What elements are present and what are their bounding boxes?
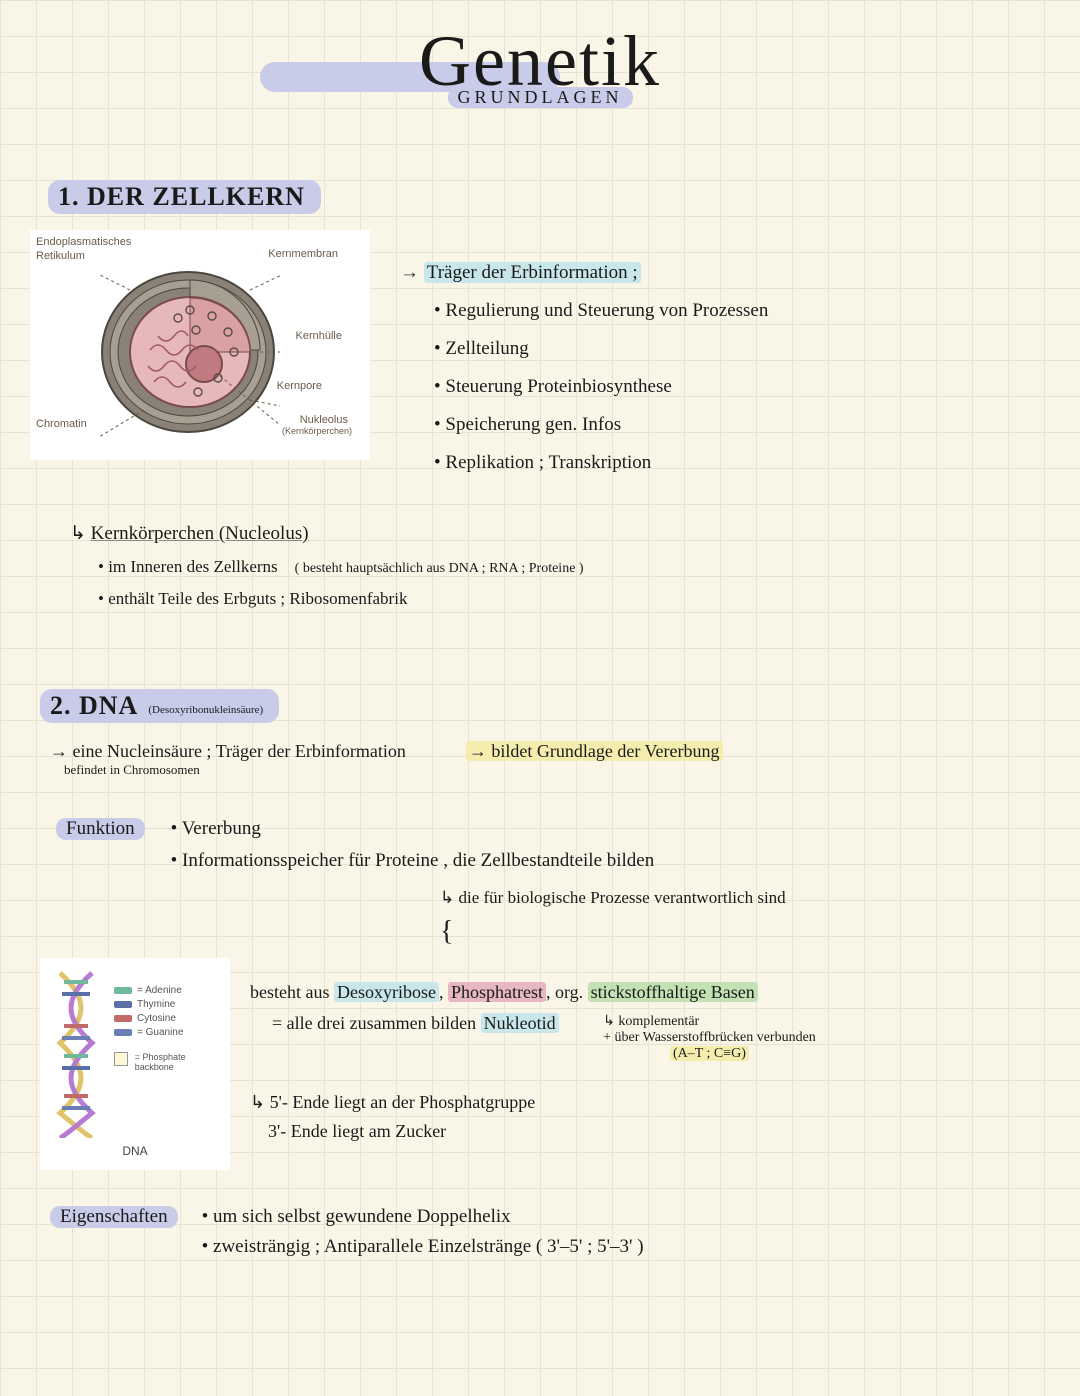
legend-guanine: = Guanine xyxy=(114,1027,195,1038)
side2: + über Wasserstoffbrücken verbunden xyxy=(603,1030,816,1046)
label-er: Endoplasmatisches xyxy=(36,236,131,248)
eig-list: um sich selbst gewundene Doppelhelix zwe… xyxy=(202,1206,644,1266)
label-er2: Retikulum xyxy=(36,250,85,262)
legend-text: = Guanine xyxy=(137,1027,183,1038)
eig-li: zweisträngig ; Antiparallele Einzelsträn… xyxy=(202,1236,644,1258)
eig-li: um sich selbst gewundene Doppelhelix xyxy=(202,1206,644,1228)
legend-text: Cytosine xyxy=(137,1013,176,1024)
legend-text: Thymine xyxy=(137,999,175,1010)
sec2-heading-hl: 2. DNA (Desoxyribonukleinsäure) xyxy=(40,689,279,723)
sec2-intro-l1: eine Nucleinsäure ; Träger der Erbinform… xyxy=(73,741,406,761)
funktion-row: Funktion Vererbung Informationsspeicher … xyxy=(56,818,1080,882)
t: besteht aus xyxy=(250,982,334,1002)
dna-r2-wrap: alle drei zusammen bilden Nukleotid komp… xyxy=(250,1013,1080,1062)
sec1-heading-hl: 1. DER ZELLKERN xyxy=(48,180,321,214)
sec1-li: Zellteilung xyxy=(434,330,1040,368)
dna-legend: = Adenine Thymine Cytosine = Guanine = P… xyxy=(54,968,195,1138)
section-1: 1. DER ZELLKERN Endoplasmatisches Retiku… xyxy=(0,180,1080,609)
legend-text: = Adenine xyxy=(137,985,182,996)
hl-basen: stickstoffhaltige Basen xyxy=(588,982,758,1002)
hl-phosphat: Phosphatrest xyxy=(448,982,546,1002)
title-block: Genetik GRUNDLAGEN xyxy=(0,0,1080,124)
sec1-body: Endoplasmatisches Retikulum Kernmembran … xyxy=(0,214,1080,482)
funk-sub: die für biologische Prozesse verantwortl… xyxy=(440,888,1080,908)
funktion-list: Vererbung Informationsspeicher für Prote… xyxy=(171,818,655,882)
dna-r1: besteht aus Desoxyribose, Phosphatrest, … xyxy=(250,982,1080,1003)
sec1-li: Speicherung gen. Infos xyxy=(434,406,1040,444)
dna-row: = Adenine Thymine Cytosine = Guanine = P… xyxy=(40,958,1080,1170)
sec1-sub-l1b: ( besteht hauptsächlich aus DNA ; RNA ; … xyxy=(295,561,584,576)
side3: (A–T ; C≡G) xyxy=(670,1046,749,1061)
legend-adenine: = Adenine xyxy=(114,985,195,996)
funk-li: Informationsspeicher für Proteine , die … xyxy=(171,850,655,872)
sec2-heading-sub: (Desoxyribonukleinsäure) xyxy=(148,704,263,716)
section-2: 2. DNA (Desoxyribonukleinsäure) eine Nuc… xyxy=(0,689,1080,1266)
legend-text: = Phosphate backbone xyxy=(135,1052,195,1072)
sec1-lead: Träger der Erbinformation ; xyxy=(400,254,1040,292)
side-note: komplementär + über Wasserstoffbrücken v… xyxy=(603,1013,816,1062)
sec2-intro: eine Nucleinsäure ; Träger der Erbinform… xyxy=(50,741,1080,778)
sec1-sub-l2: enthält Teile des Erbguts ; Ribosomenfab… xyxy=(70,589,1080,609)
sec1-lead-text: Träger der Erbinformation ; xyxy=(424,262,641,283)
page-content: Genetik GRUNDLAGEN 1. DER ZELLKERN Endop… xyxy=(0,0,1080,1266)
dna-r4: 3'- Ende liegt am Zucker xyxy=(268,1121,1080,1142)
hl-desoxyribose: Desoxyribose xyxy=(334,982,439,1002)
sec1-bullets: Träger der Erbinformation ; Regulierung … xyxy=(400,230,1040,482)
legend-cytosine: Cytosine xyxy=(114,1013,195,1024)
sec1-li: Regulierung und Steuerung von Prozessen xyxy=(434,292,1040,330)
page-subtitle: GRUNDLAGEN xyxy=(448,87,633,108)
side1: komplementär xyxy=(603,1013,816,1030)
sec1-sub-l1: im Inneren des Zellkerns ( besteht haupt… xyxy=(70,557,1080,577)
funk-li: Vererbung xyxy=(171,818,655,840)
eig-label: Eigenschaften xyxy=(50,1206,178,1228)
dna-r2: alle drei zusammen bilden Nukleotid xyxy=(272,1013,563,1033)
label-membran: Kernmembran xyxy=(268,248,338,260)
sec1-list: Regulierung und Steuerung von Prozessen … xyxy=(400,292,1040,482)
label-pore: Kernpore xyxy=(277,380,322,392)
sec2-heading: 2. DNA xyxy=(50,691,138,720)
t: org. xyxy=(555,982,588,1002)
sec1-li: Steuerung Proteinbiosynthese xyxy=(434,368,1040,406)
sec2-intro-right: → bildet Grundlage der Vererbung xyxy=(466,741,723,778)
funktion-label: Funktion xyxy=(56,818,145,840)
sec1-sub-l1a: im Inneren des Zellkerns xyxy=(108,557,277,576)
sec1-sub-title-text: Kernkörperchen (Nucleolus) xyxy=(91,523,309,544)
dna-diagram: = Adenine Thymine Cytosine = Guanine = P… xyxy=(40,958,230,1170)
subtitle-wrap: GRUNDLAGEN xyxy=(0,103,1080,124)
hl-nukleotid: Nukleotid xyxy=(481,1013,559,1033)
sec2-intro-l1s: befindet in Chromosomen xyxy=(64,762,406,778)
label-chromatin: Chromatin xyxy=(36,418,87,430)
label-nukleolus2: (Kernkörperchen) xyxy=(282,426,352,436)
nucleus-diagram: Endoplasmatisches Retikulum Kernmembran … xyxy=(30,230,370,460)
sec2-intro-r: → bildet Grundlage der Vererbung xyxy=(466,741,723,761)
brace-icon: { xyxy=(440,916,1080,948)
dna-r3: 5'- Ende liegt an der Phosphatgruppe xyxy=(250,1092,1080,1113)
sec1-sub-title: Kernkörperchen (Nucleolus) xyxy=(70,522,1080,545)
dna-text: besteht aus Desoxyribose, Phosphatrest, … xyxy=(250,958,1080,1170)
label-nukleolus: Nukleolus xyxy=(300,414,348,426)
t: alle drei zusammen bilden xyxy=(287,1013,481,1033)
dna-caption: DNA xyxy=(48,1144,222,1158)
sec1-li: Replikation ; Transkription xyxy=(434,444,1040,482)
legend-thymine: Thymine xyxy=(114,999,195,1010)
label-huelle: Kernhülle xyxy=(296,330,342,342)
sec2-intro-left: eine Nucleinsäure ; Träger der Erbinform… xyxy=(50,741,406,778)
sec1-sub: Kernkörperchen (Nucleolus) im Inneren de… xyxy=(70,522,1080,609)
sec1-heading: 1. DER ZELLKERN xyxy=(58,182,305,211)
eigenschaften-row: Eigenschaften um sich selbst gewundene D… xyxy=(50,1206,1080,1266)
legend-phosphate: = Phosphate backbone xyxy=(54,1052,195,1073)
nucleus-svg xyxy=(100,260,280,440)
